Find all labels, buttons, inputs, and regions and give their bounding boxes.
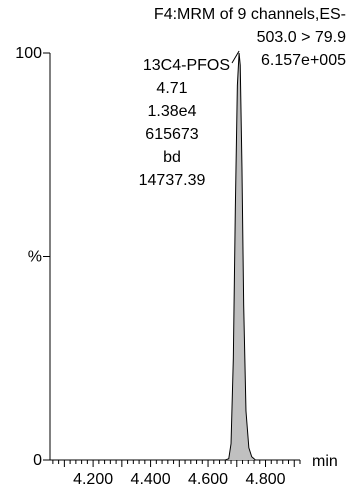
x-axis-unit-label: min bbox=[312, 453, 338, 470]
y-tick-label: % bbox=[28, 249, 42, 266]
header-transition-label: 503.0 > 79.9 bbox=[257, 29, 347, 46]
axes-layer: 0% 100 4.200 4.400 4.600 4.800 bbox=[15, 45, 301, 488]
peak-signal-noise: 14737.39 bbox=[139, 172, 206, 189]
x-tick-label: 4.600 bbox=[188, 471, 228, 488]
plot-layer bbox=[50, 52, 300, 461]
header-channel-label: F4:MRM of 9 channels,ES- bbox=[154, 6, 346, 23]
peak-retention-time: 4.71 bbox=[156, 80, 187, 97]
peak-area-fill bbox=[50, 53, 300, 460]
chromatogram-trace bbox=[50, 52, 300, 461]
peak-label-leader bbox=[231, 50, 240, 64]
y-tick-label: 0 bbox=[33, 452, 42, 469]
y-tick-label: 100 bbox=[15, 45, 42, 62]
header-intensity-label: 6.157e+005 bbox=[261, 52, 346, 69]
x-tick-label: 4.400 bbox=[131, 471, 171, 488]
peak-height: 1.38e4 bbox=[148, 103, 197, 120]
peak-compound-label: 13C4-PFOS bbox=[143, 57, 230, 74]
peak-flag: bd bbox=[163, 149, 181, 166]
x-tick-label: 4.200 bbox=[73, 471, 113, 488]
peak-area: 615673 bbox=[145, 126, 198, 143]
x-tick-label: 4.800 bbox=[245, 471, 285, 488]
